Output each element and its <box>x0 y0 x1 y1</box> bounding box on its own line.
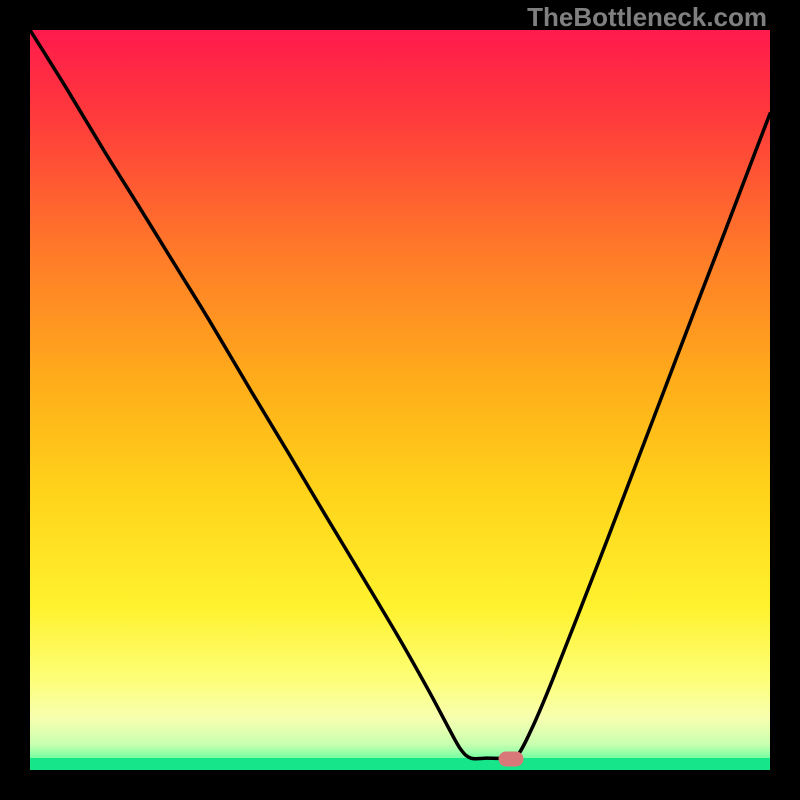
plot-area <box>30 30 770 770</box>
bottleneck-curve <box>30 30 770 759</box>
optimum-marker <box>499 752 523 765</box>
chart-frame: TheBottleneck.com <box>0 0 800 800</box>
curve-svg <box>30 30 770 770</box>
watermark-text: TheBottleneck.com <box>527 2 767 33</box>
